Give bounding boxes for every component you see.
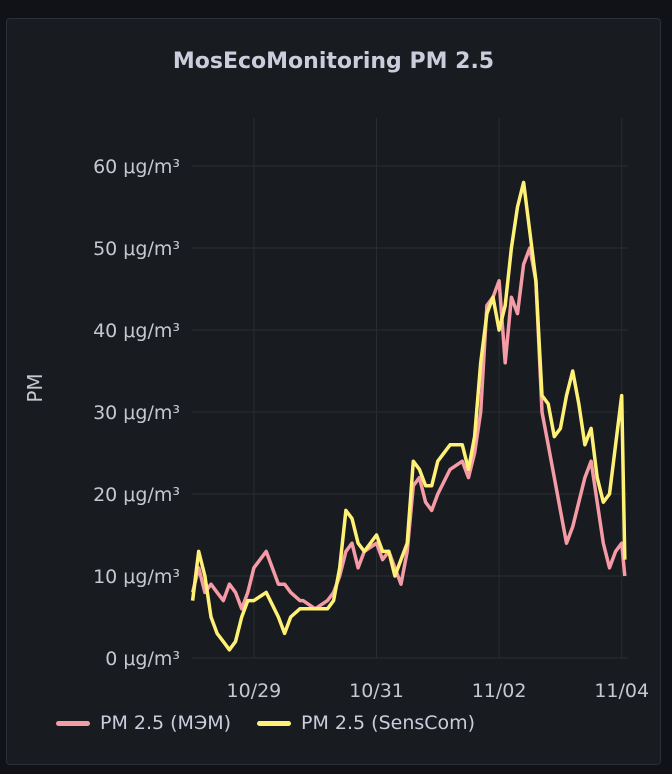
x-axis: 10/29 10/31 11/02 11/04 <box>227 680 650 702</box>
grid <box>192 118 628 659</box>
legend-label-mem: PM 2.5 (МЭМ) <box>100 712 232 734</box>
y-tick-label: 20 μg/m³ <box>93 484 180 506</box>
y-axis-label: PM <box>23 373 47 402</box>
y-tick-label: 30 μg/m³ <box>93 402 180 424</box>
legend: PM 2.5 (МЭМ) PM 2.5 (SensCom) <box>56 712 501 734</box>
legend-label-senscom: PM 2.5 (SensCom) <box>301 712 476 734</box>
legend-item-senscom[interactable]: PM 2.5 (SensCom) <box>257 712 475 734</box>
series-lines <box>190 180 627 652</box>
x-tick-label: 10/31 <box>349 680 404 702</box>
series-line-senscom <box>190 180 627 652</box>
y-tick-label: 50 μg/m³ <box>93 238 180 260</box>
y-tick-label: 40 μg/m³ <box>93 320 180 342</box>
panel-title: MosEcoMonitoring PM 2.5 <box>172 49 495 74</box>
chart-panel: MosEcoMonitoring PM 2.5 <box>6 18 661 765</box>
x-tick-label: 11/04 <box>594 680 649 702</box>
legend-item-mem[interactable]: PM 2.5 (МЭМ) <box>56 712 231 734</box>
y-tick-label: 10 μg/m³ <box>93 566 180 588</box>
y-tick-label: 0 μg/m³ <box>105 648 180 670</box>
y-tick-label: 60 μg/m³ <box>93 156 180 178</box>
series-line-mem <box>190 246 627 611</box>
y-axis: 0 μg/m³ 10 μg/m³ 20 μg/m³ 30 μg/m³ 40 μg/m³ 5… <box>93 156 180 670</box>
x-tick-label: 11/02 <box>472 680 527 702</box>
x-tick-label: 10/29 <box>227 680 282 702</box>
legend-swatch-senscom <box>257 720 292 726</box>
legend-swatch-mem <box>56 720 90 726</box>
